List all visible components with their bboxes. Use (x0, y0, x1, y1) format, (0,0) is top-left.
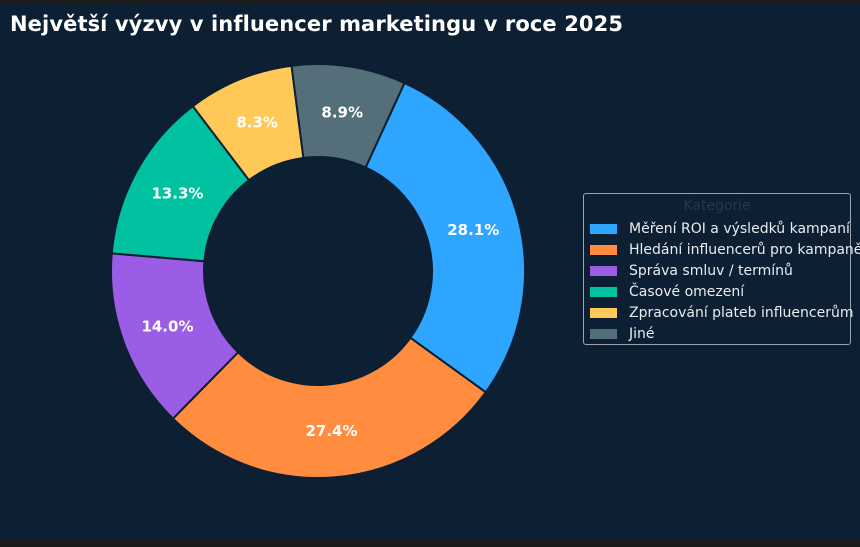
donut-slice-5 (290, 63, 406, 169)
legend-item-5: Jiné (590, 325, 655, 343)
legend-label-3: Časové omezení (629, 284, 745, 300)
legend-title: Kategorie (683, 198, 751, 214)
slice-label-5: 8.9% (321, 103, 363, 121)
legend-swatch-4 (590, 308, 617, 318)
legend-label-0: Měření ROI a výsledků kampaní (629, 221, 850, 237)
chart-title: Největší výzvy v influencer marketingu v… (10, 12, 624, 36)
slice-label-0: 28.1% (447, 221, 499, 239)
legend-item-3: Časové omezení (590, 283, 744, 301)
donut-slice-1 (171, 336, 488, 479)
slice-label-1: 27.4% (305, 422, 357, 440)
chart-legend: Kategorie Měření ROI a výsledků kampaní H… (583, 193, 860, 345)
slice-label-3: 13.3% (151, 185, 203, 203)
legend-swatch-3 (590, 287, 617, 297)
legend-label-2: Správa smluv / termínů (629, 263, 793, 279)
legend-item-1: Hledání influencerů pro kampaně (590, 241, 860, 259)
legend-item-0: Měření ROI a výsledků kampaní (590, 220, 850, 238)
legend-swatch-5 (590, 329, 617, 339)
legend-swatch-2 (590, 266, 617, 276)
legend-label-1: Hledání influencerů pro kampaně (629, 242, 860, 258)
legend-swatch-1 (590, 245, 617, 255)
legend-item-4: Zpracování plateb influencerům (590, 304, 853, 322)
slice-label-4: 8.3% (236, 113, 278, 131)
slice-label-2: 14.0% (141, 318, 193, 336)
legend-item-2: Správa smluv / termínů (590, 262, 793, 280)
donut-slice-0 (364, 81, 526, 394)
legend-swatch-0 (590, 224, 617, 234)
legend-label-4: Zpracování plateb influencerům (629, 305, 854, 321)
legend-label-5: Jiné (629, 326, 655, 342)
